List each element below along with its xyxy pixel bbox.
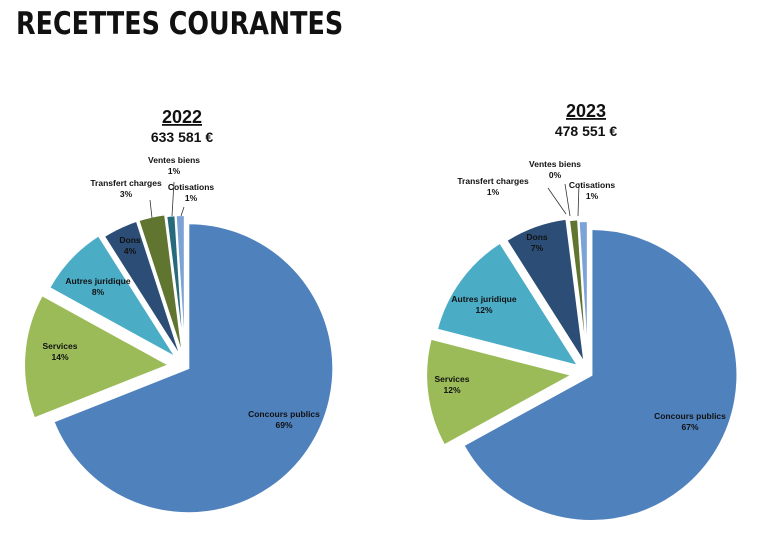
leader-line (577, 182, 580, 217)
slice-value-label: 4% (124, 246, 137, 256)
slice-value-label: 8% (92, 287, 105, 297)
slice-label: Dons (119, 235, 141, 245)
chart-title-2023: 2023 (566, 101, 606, 121)
slice-label: Cotisations (168, 182, 215, 192)
slice-label: Ventes biens (529, 159, 581, 169)
pie-slice-transfert-charges (567, 218, 589, 366)
slice-label: Cotisations (569, 180, 616, 190)
chart-total-2022: 633 581 € (151, 129, 213, 145)
leader-line (180, 206, 185, 217)
pie-slice-cotisations (174, 214, 186, 361)
page-title: RECETTES COURANTES (16, 6, 344, 42)
slice-value-label: 1% (586, 191, 599, 201)
slice-value-label: 3% (120, 189, 133, 199)
leader-line (564, 183, 571, 217)
slice-label: Concours publics (654, 411, 726, 421)
pie-slice-autres-juridique (47, 233, 178, 359)
slice-label: Autres juridique (65, 276, 130, 286)
slice-value-label: 14% (51, 352, 68, 362)
chart-total-2023: 478 551 € (555, 123, 617, 139)
slice-value-label: 1% (185, 193, 198, 203)
pie-slice-dons (505, 217, 586, 365)
chart-title-2022: 2022 (162, 107, 202, 127)
slice-label: Ventes biens (148, 155, 200, 165)
pie-slice-dons (102, 219, 183, 360)
slice-label: Autres juridique (451, 294, 516, 304)
pie-slice-concours-publics (52, 222, 335, 515)
slice-label: Services (435, 374, 470, 384)
slice-label: Dons (526, 232, 548, 242)
leader-line (547, 187, 567, 215)
slice-label: Transfert charges (457, 176, 529, 186)
slice-value-label: 1% (168, 166, 181, 176)
slice-label: Concours publics (248, 409, 320, 419)
leader-line (171, 181, 175, 217)
slice-value-label: 69% (275, 420, 292, 430)
slice-value-label: 12% (443, 385, 460, 395)
slice-value-label: 67% (681, 422, 698, 432)
pie-slice-cotisations (577, 220, 589, 368)
slice-label: Transfert charges (90, 178, 162, 188)
slice-value-label: 0% (549, 170, 562, 180)
slice-value-label: 7% (531, 243, 544, 253)
slice-value-label: 12% (475, 305, 492, 315)
pie-slice-services (425, 337, 575, 447)
pie-slice-autres-juridique (435, 241, 581, 368)
slice-value-label: 1% (487, 187, 500, 197)
pie-slice-services (23, 293, 172, 420)
slice-label: Services (43, 341, 78, 351)
pie-slice-concours-publics (462, 228, 739, 523)
leader-line (149, 199, 153, 219)
